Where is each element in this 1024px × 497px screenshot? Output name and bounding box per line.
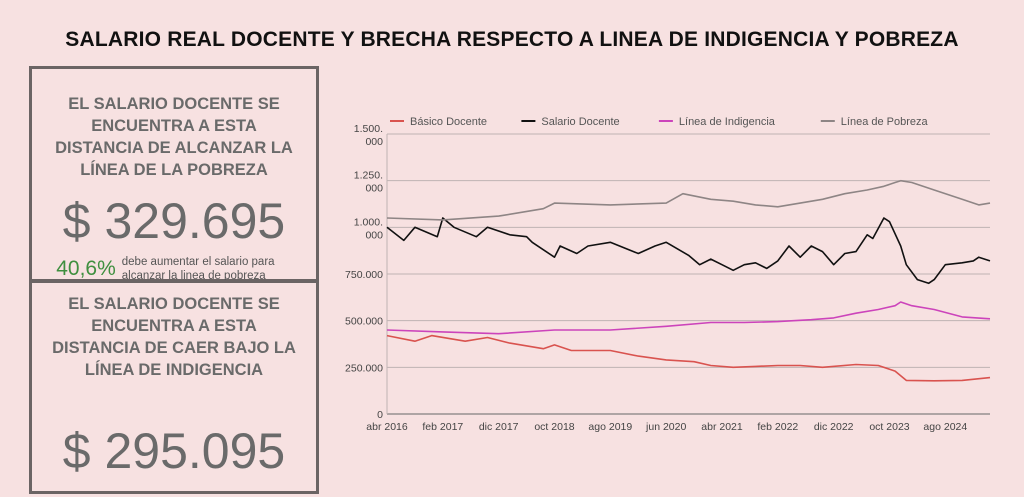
y-tick-label: 1.000. <box>354 216 383 228</box>
x-tick-label: feb 2017 <box>422 421 463 433</box>
legend-label-0: Básico Docente <box>410 116 487 128</box>
legend-label-1: Salario Docente <box>541 116 619 128</box>
y-tick-label: 250.000 <box>345 362 383 374</box>
y-tick-label: 000 <box>365 136 383 148</box>
series-line-3 <box>386 179 991 221</box>
y-tick-label: 1.250. <box>354 170 383 182</box>
x-tick-label: feb 2022 <box>757 421 798 433</box>
poverty-gap-percent-row: 40,6% debe aumentar el salario para alca… <box>32 255 316 283</box>
x-tick-label: abr 2021 <box>701 421 743 433</box>
x-tick-label: ago 2024 <box>923 421 967 433</box>
y-tick-label: 000 <box>365 229 383 241</box>
poverty-gap-percent: 40,6% <box>56 257 116 280</box>
y-tick-label: 1.500. <box>354 123 383 135</box>
poverty-gap-amount: $ 329.695 <box>62 193 286 249</box>
x-tick-label: jun 2020 <box>645 421 686 433</box>
poverty-gap-card: EL SALARIO DOCENTE SE ENCUENTRA A ESTA D… <box>29 66 319 282</box>
y-tick-label: 0 <box>377 409 383 421</box>
salary-line-chart: 0250.000500.000750.0001.000.0001.250.000… <box>345 116 991 433</box>
indigence-gap-text: EL SALARIO DOCENTE SE ENCUENTRA A ESTA D… <box>52 295 296 379</box>
x-tick-label: dic 2022 <box>814 421 854 433</box>
legend-label-2: Línea de Indigencia <box>679 116 776 128</box>
series-line-0 <box>386 334 991 382</box>
y-tick-label: 500.000 <box>345 316 383 328</box>
x-tick-label: dic 2017 <box>479 421 519 433</box>
page-title: SALARIO REAL DOCENTE Y BRECHA RESPECTO A… <box>65 28 959 51</box>
y-tick-label: 000 <box>365 183 383 195</box>
legend-label-3: Línea de Pobreza <box>841 116 929 128</box>
poverty-gap-percent-text: debe aumentar el salario para alcanzar l… <box>121 256 275 282</box>
indigence-gap-card: EL SALARIO DOCENTE SE ENCUENTRA A ESTA D… <box>29 280 319 494</box>
series-line-1 <box>386 217 991 285</box>
y-tick-label: 750.000 <box>345 269 383 281</box>
series-line-2 <box>386 301 991 335</box>
x-tick-label: oct 2018 <box>534 421 574 433</box>
indigence-gap-amount: $ 295.095 <box>62 423 286 479</box>
x-tick-label: ago 2019 <box>588 421 632 433</box>
poverty-gap-text: EL SALARIO DOCENTE SE ENCUENTRA A ESTA D… <box>55 95 293 179</box>
x-tick-label: abr 2016 <box>366 421 408 433</box>
x-tick-label: oct 2023 <box>869 421 909 433</box>
